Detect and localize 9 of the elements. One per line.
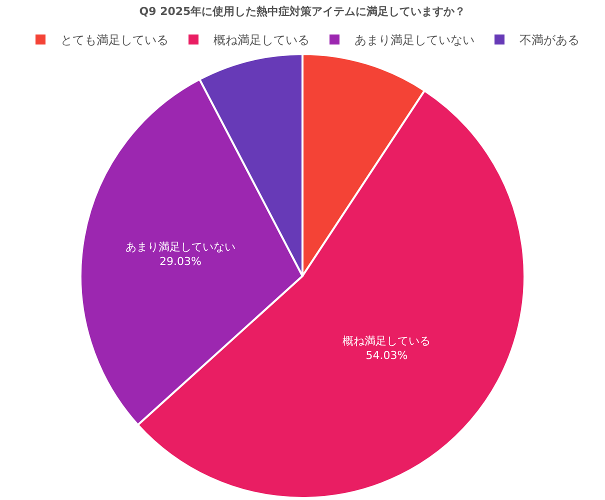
data-label: 29.03% — [159, 254, 202, 268]
chart-title: Q9 2025年に使用した熱中症対策アイテムに満足していますか？ — [139, 5, 466, 18]
data-label: 54.03% — [366, 348, 408, 362]
slice-label: 概ね満足している — [342, 334, 431, 348]
legend-label: 概ね満足している — [214, 33, 310, 48]
legend-label: あまり満足していない — [354, 33, 474, 48]
slice-label: あまり満足していない — [125, 240, 236, 254]
legend-label: 不満がある — [520, 33, 580, 48]
legend-label: とても満足している — [60, 33, 168, 48]
